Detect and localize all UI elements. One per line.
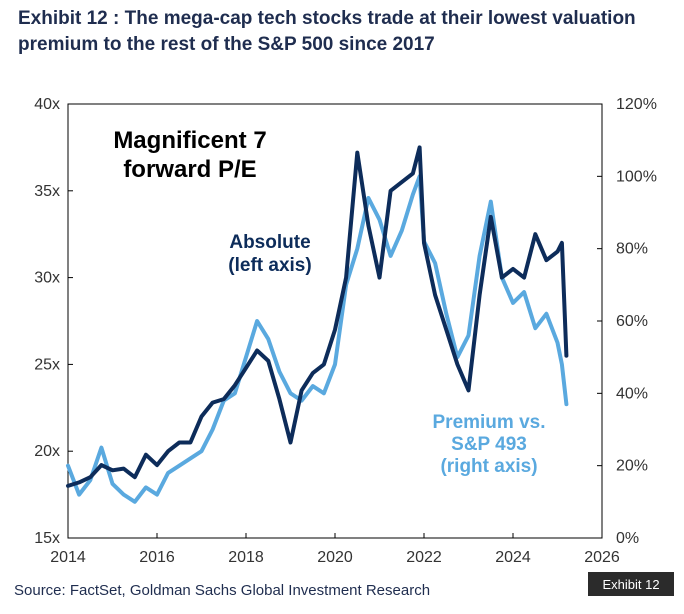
y-left-tick-label: 35x <box>34 183 60 200</box>
series-layer <box>66 145 569 504</box>
y-right-axis: 0% 20% 40% 60% 80% 100% 120% <box>597 96 657 547</box>
series-premium-label: Premium vs. <box>433 412 546 433</box>
y-right-tick-label: 80% <box>616 241 648 258</box>
y-left-axis: 15x 20x 25x 30x 35x 40x <box>34 96 73 547</box>
chart-title-line: Magnificent 7 <box>113 127 266 154</box>
x-tick-label: 2022 <box>406 549 442 566</box>
exhibit-tag: Exhibit 12 <box>588 572 674 596</box>
y-right-tick-label: 20% <box>616 458 648 475</box>
x-tick-label: 2016 <box>139 549 175 566</box>
series-absolute-line <box>66 145 569 488</box>
y-right-tick-label: 120% <box>616 96 657 113</box>
y-left-tick-label: 40x <box>34 96 60 113</box>
series-premium-label: S&P 493 <box>451 434 527 455</box>
source-note: Source: FactSet, Goldman Sachs Global In… <box>14 582 431 599</box>
x-tick-label: 2020 <box>317 549 353 566</box>
y-left-tick-label: 30x <box>34 270 60 287</box>
series-absolute-label: (left axis) <box>228 255 311 276</box>
x-tick-label: 2014 <box>50 549 86 566</box>
chart-title-line: forward P/E <box>123 156 256 183</box>
x-axis: 2014 2016 2018 2020 2022 2024 2026 <box>50 533 620 566</box>
y-left-tick-label: 20x <box>34 443 60 460</box>
x-tick-label: 2024 <box>495 549 531 566</box>
series-premium-label: (right axis) <box>440 456 537 477</box>
y-right-tick-label: 0% <box>616 530 639 547</box>
y-left-tick-label: 15x <box>34 530 60 547</box>
x-tick-label: 2026 <box>584 549 620 566</box>
exhibit-title: Exhibit 12 : The mega-cap tech stocks tr… <box>18 8 636 55</box>
series-absolute-label: Absolute <box>229 232 310 253</box>
series-premium-line <box>66 174 569 504</box>
y-right-tick-label: 100% <box>616 168 657 185</box>
y-left-tick-label: 25x <box>34 356 60 373</box>
y-right-tick-label: 40% <box>616 385 648 402</box>
x-tick-label: 2018 <box>228 549 264 566</box>
y-right-tick-label: 60% <box>616 313 648 330</box>
